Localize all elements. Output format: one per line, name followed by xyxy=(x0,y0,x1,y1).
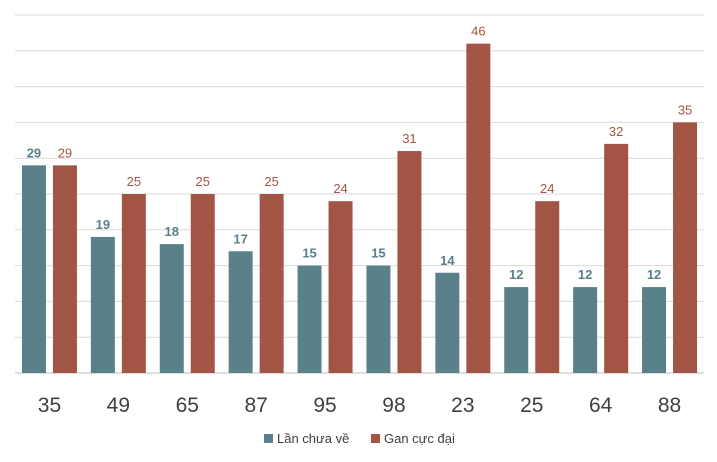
bar-s1-88 xyxy=(642,287,667,373)
bar-s2-25 xyxy=(535,201,560,373)
data-label-s1-25: 12 xyxy=(509,267,523,282)
x-tick-label-64: 64 xyxy=(589,394,613,417)
legend-label-lan-chua-ve: Lần chưa về xyxy=(277,431,349,446)
data-label-s1-23: 14 xyxy=(440,253,455,268)
bar-s1-23 xyxy=(435,272,460,373)
bar-s2-88 xyxy=(673,122,698,374)
bar-s2-98 xyxy=(397,151,422,373)
legend-swatch-gan-cuc-dai xyxy=(371,434,380,443)
bar-s2-87 xyxy=(259,194,284,373)
x-tick-label-23: 23 xyxy=(451,394,474,417)
data-label-s2-23: 46 xyxy=(471,24,485,39)
legend-swatch-lan-chua-ve xyxy=(264,434,273,443)
x-tick-label-35: 35 xyxy=(38,394,61,417)
bar-s2-65 xyxy=(190,194,215,373)
bars xyxy=(21,43,698,374)
x-tick-label-49: 49 xyxy=(107,394,130,417)
data-label-s1-87: 17 xyxy=(233,231,247,246)
data-label-s2-64: 32 xyxy=(609,124,623,139)
data-label-s1-95: 15 xyxy=(302,246,316,261)
data-label-s1-88: 12 xyxy=(647,267,661,282)
x-tick-label-87: 87 xyxy=(244,394,267,417)
x-tick-label-65: 65 xyxy=(176,394,199,417)
data-label-s1-64: 12 xyxy=(578,267,592,282)
x-tick-label-88: 88 xyxy=(658,394,681,417)
data-label-s2-88: 35 xyxy=(678,102,692,117)
bar-s2-49 xyxy=(121,194,146,373)
gridlines xyxy=(15,14,704,374)
bar-s1-95 xyxy=(297,265,322,373)
data-label-s2-95: 24 xyxy=(333,181,347,196)
bar-s2-23 xyxy=(466,43,491,373)
bar-s2-95 xyxy=(328,201,353,373)
bar-s1-98 xyxy=(366,265,391,373)
bar-s2-35 xyxy=(52,165,77,373)
x-tick-label-95: 95 xyxy=(313,394,336,417)
data-label-s1-35: 29 xyxy=(27,145,41,160)
data-label-s2-87: 25 xyxy=(264,174,278,189)
data-labels: 29 29 19 25 18 25 17 25 15 24 15 31 14 46 12 24 12 32 12 35 xyxy=(27,24,693,282)
bar-s1-87 xyxy=(228,251,253,373)
bar-s1-64 xyxy=(573,287,598,373)
legend: Lần chưa về Gan cực đại xyxy=(264,431,455,446)
bar-s1-65 xyxy=(159,244,184,373)
x-tick-label-25: 25 xyxy=(520,394,543,417)
bar-s1-25 xyxy=(504,287,529,373)
data-label-s2-98: 31 xyxy=(402,131,416,146)
data-label-s2-49: 25 xyxy=(127,174,141,189)
data-label-s1-49: 19 xyxy=(96,217,110,232)
x-tick-labels: 35 49 65 87 95 98 23 25 64 88 xyxy=(38,394,681,417)
bar-s2-64 xyxy=(604,143,629,373)
legend-label-gan-cuc-dai: Gan cực đại xyxy=(384,431,455,446)
data-label-s2-35: 29 xyxy=(58,145,72,160)
data-label-s1-98: 15 xyxy=(371,246,385,261)
data-label-s1-65: 18 xyxy=(165,224,179,239)
bar-s1-35 xyxy=(21,165,46,373)
data-label-s2-65: 25 xyxy=(196,174,210,189)
x-tick-label-98: 98 xyxy=(382,394,405,417)
bar-s1-49 xyxy=(90,236,115,373)
data-label-s2-25: 24 xyxy=(540,181,554,196)
